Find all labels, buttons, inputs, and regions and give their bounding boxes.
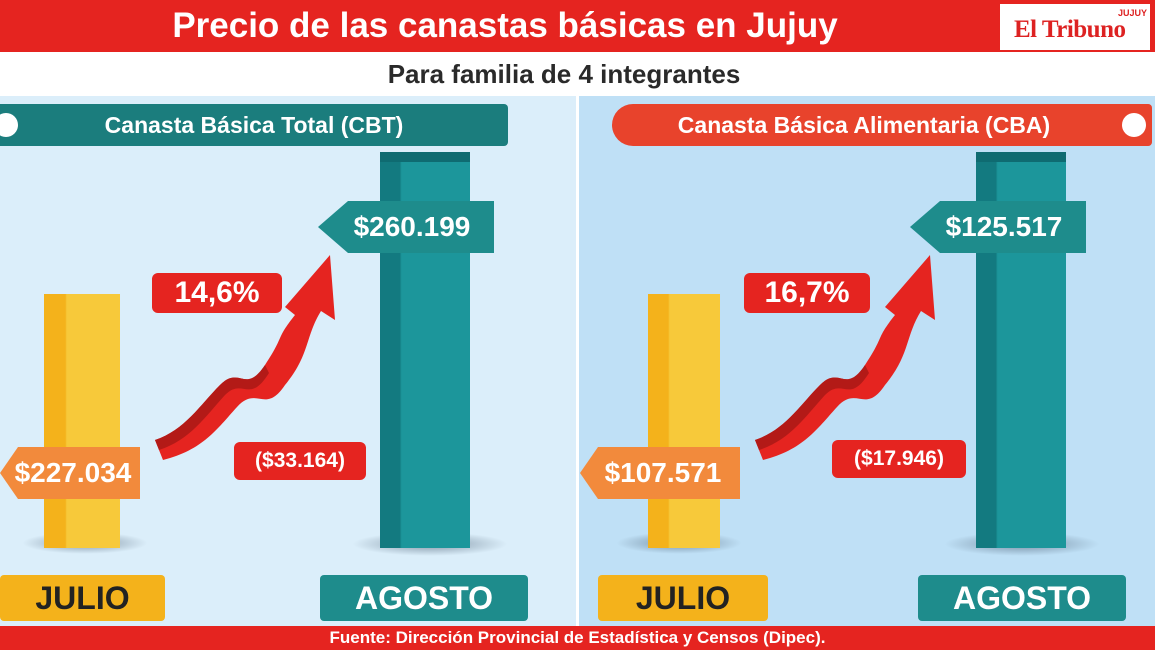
cbt-title-banner: Canasta Básica Total (CBT) (0, 104, 508, 146)
cbt-percent-badge: 14,6% (152, 273, 282, 313)
cbt-agosto-label-text: AGOSTO (354, 580, 494, 616)
rising-arrow-icon (755, 255, 935, 460)
cbt-agosto-label: AGOSTO (320, 575, 528, 621)
cbt-julio-label-text: JULIO (35, 580, 130, 616)
footer-bar (0, 626, 1155, 650)
cba-agosto-label-text: AGOSTO (952, 580, 1092, 616)
cba-august-value-tag: $125.517 (910, 201, 1086, 253)
cbt-title: Canasta Básica Total (CBT) (104, 112, 404, 138)
cbt-august-value-tag: $260.199 (318, 201, 494, 253)
cbt-difference: ($33.164) (255, 449, 345, 472)
bullet-dot-icon (1122, 113, 1146, 137)
cba-title-banner: Canasta Básica Alimentaria (CBA) (612, 104, 1152, 146)
rising-arrow-icon (155, 255, 335, 460)
panel-divider (576, 96, 579, 626)
cba-july-value: $107.571 (604, 457, 722, 488)
page-subtitle: Para familia de 4 integrantes (387, 59, 741, 89)
cba-difference-badge: ($17.946) (832, 440, 966, 478)
cbt-july-bar (44, 294, 120, 548)
cbt-july-value-tag: $227.034 (0, 447, 140, 499)
bullet-dot-icon (0, 113, 18, 137)
cbt-july-value: $227.034 (14, 457, 132, 488)
cba-percent-badge: 16,7% (744, 273, 870, 313)
el-tribuno-logo: El Tribuno JUJUY (1000, 4, 1150, 50)
cba-difference: ($17.946) (854, 447, 944, 470)
cba-julio-label-text: JULIO (635, 580, 731, 616)
cba-percent: 16,7% (764, 276, 850, 309)
logo-text: El Tribuno (1014, 16, 1126, 43)
cba-julio-label: JULIO (598, 575, 768, 621)
cba-july-bar (648, 294, 720, 548)
cbt-julio-label: JULIO (0, 575, 165, 621)
logo-region: JUJUY (1118, 8, 1148, 18)
cba-title: Canasta Básica Alimentaria (CBA) (677, 112, 1051, 138)
cbt-percent: 14,6% (174, 276, 260, 309)
source-note: Fuente: Dirección Provincial de Estadíst… (329, 628, 826, 647)
cbt-august-value: $260.199 (353, 211, 471, 242)
cba-july-value-tag: $107.571 (580, 447, 740, 499)
page-title: Precio de las canastas básicas en Jujuy (172, 6, 838, 45)
cbt-difference-badge: ($33.164) (234, 442, 366, 480)
cba-august-value: $125.517 (945, 211, 1063, 242)
header-bar (0, 0, 1155, 52)
cba-agosto-label: AGOSTO (918, 575, 1126, 621)
